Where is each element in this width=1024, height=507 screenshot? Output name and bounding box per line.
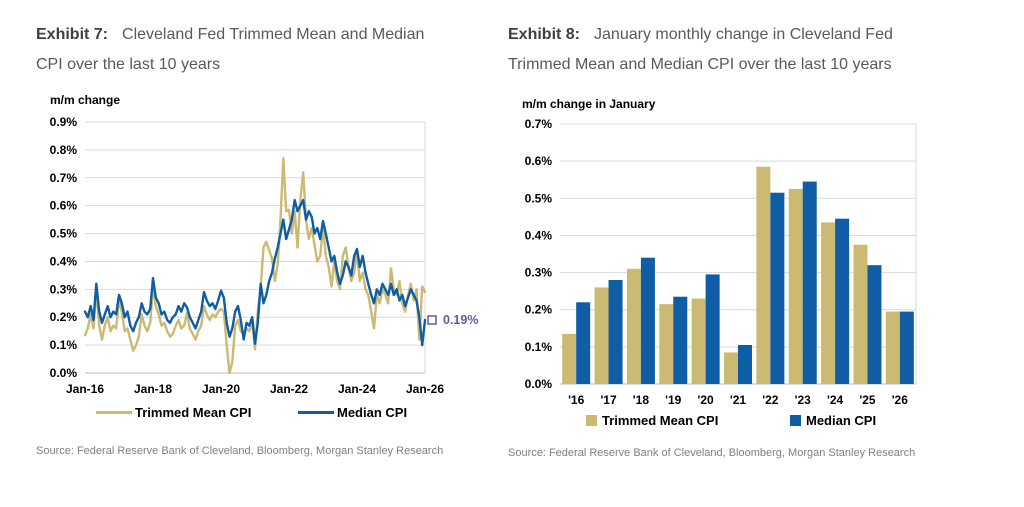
svg-text:'20: '20: [698, 393, 715, 407]
bar-26-median: [899, 311, 914, 384]
legend-item-median: Median CPI: [790, 413, 876, 428]
exhibit8-bar-chart: 0.0% 0.1% 0.2% 0.3% 0.4% 0.5% 0.6% 0.7% '16 '17 '1…: [525, 117, 917, 407]
svg-text:'18: '18: [633, 393, 650, 407]
bar-18-median: [640, 257, 655, 384]
bar-25-trimmed-mean: [853, 244, 868, 384]
bar-17-median: [608, 280, 623, 384]
svg-text:0.9%: 0.9%: [50, 115, 78, 129]
bar-23-trimmed-mean: [788, 189, 803, 384]
svg-text:'19: '19: [665, 393, 682, 407]
trimmed-mean-line-swatch: [96, 411, 132, 414]
svg-text:0.4%: 0.4%: [525, 228, 553, 242]
svg-text:0.6%: 0.6%: [50, 199, 78, 213]
svg-text:0.6%: 0.6%: [525, 154, 553, 168]
svg-text:0.0%: 0.0%: [50, 366, 78, 380]
legend-label: Median CPI: [806, 413, 877, 428]
svg-text:0.4%: 0.4%: [50, 254, 78, 268]
trimmed-mean-box-swatch: [586, 415, 597, 426]
bar-18-trimmed-mean: [626, 268, 641, 384]
bar-24-median: [835, 218, 850, 384]
exhibit8-legend: Trimmed Mean CPI Median CPI: [508, 413, 988, 435]
exhibit8-source: Source: Federal Reserve Bank of Clevelan…: [508, 447, 916, 459]
svg-text:0.7%: 0.7%: [525, 117, 553, 131]
exhibit7-title: Exhibit 7: Cleveland Fed Trimmed Mean and…: [36, 20, 438, 80]
exhibit8-title-text: January monthly change in Cleveland Fed …: [508, 26, 893, 73]
svg-text:Jan-26: Jan-26: [406, 382, 444, 396]
exhibit8-title: Exhibit 8: January monthly change in Clev…: [508, 20, 956, 80]
legend-label: Trimmed Mean CPI: [602, 413, 719, 428]
svg-text:'16: '16: [568, 393, 585, 407]
bar-24-trimmed-mean: [821, 222, 836, 384]
exhibit7-source: Source: Federal Reserve Bank of Clevelan…: [36, 445, 444, 457]
svg-text:0.5%: 0.5%: [525, 191, 553, 205]
bar-19-median: [673, 296, 688, 384]
bar-19-trimmed-mean: [659, 304, 674, 384]
exhibit8-axis-label: m/m change in January: [522, 97, 656, 111]
svg-text:0.2%: 0.2%: [525, 303, 553, 317]
bar-26-trimmed-mean: [885, 311, 900, 384]
exhibit8-title-label: Exhibit 8:: [508, 26, 581, 43]
bar-17-trimmed-mean: [594, 287, 609, 384]
svg-text:0.0%: 0.0%: [525, 377, 553, 391]
svg-text:Jan-22: Jan-22: [270, 382, 308, 396]
svg-text:Jan-16: Jan-16: [66, 382, 104, 396]
svg-text:0.5%: 0.5%: [50, 227, 78, 241]
exhibit8-panel: Exhibit 8: January monthly change in Clev…: [508, 0, 988, 459]
annotation-marker: [427, 315, 437, 325]
bar-20-trimmed-mean: [691, 298, 706, 384]
exhibit7-line-chart: 0.0% 0.1% 0.2% 0.3% 0.4% 0.5% 0.6% 0.7% 0.8% 0.9%…: [50, 115, 479, 396]
svg-text:0.7%: 0.7%: [50, 171, 78, 185]
svg-text:0.1%: 0.1%: [525, 340, 553, 354]
exhibit7-legend: Trimmed Mean CPI Median CPI: [36, 405, 486, 427]
svg-text:Jan-18: Jan-18: [134, 382, 172, 396]
bar-25-median: [867, 265, 882, 384]
bar-21-trimmed-mean: [724, 352, 738, 384]
svg-text:'24: '24: [827, 393, 844, 407]
exhibit7-title-label: Exhibit 7:: [36, 26, 109, 43]
median-line-swatch: [298, 411, 334, 414]
svg-text:'23: '23: [795, 393, 812, 407]
legend-item-median: Median CPI: [298, 405, 407, 420]
legend-item-trimmed-mean: Trimmed Mean CPI: [586, 413, 718, 428]
svg-text:0.2%: 0.2%: [50, 310, 78, 324]
bar-20-median: [705, 274, 720, 384]
svg-text:0.3%: 0.3%: [50, 282, 78, 296]
svg-text:0.1%: 0.1%: [50, 338, 78, 352]
legend-item-trimmed-mean: Trimmed Mean CPI: [96, 405, 251, 420]
bar-16-median: [576, 302, 591, 384]
annotation-value: 0.19%: [443, 313, 478, 327]
legend-label: Trimmed Mean CPI: [135, 405, 252, 420]
exhibit7-panel: Exhibit 7: Cleveland Fed Trimmed Mean and…: [36, 0, 486, 457]
exhibit7-axis-label: m/m change: [50, 93, 121, 107]
bar-22-median: [770, 192, 785, 384]
svg-text:0.3%: 0.3%: [525, 266, 553, 280]
bar-23-median: [802, 181, 817, 384]
svg-text:Jan-20: Jan-20: [202, 382, 240, 396]
exhibit7-title-text: Cleveland Fed Trimmed Mean and Median CP…: [36, 26, 425, 73]
bar-16-trimmed-mean: [562, 333, 577, 384]
median-box-swatch: [790, 415, 801, 426]
svg-text:'17: '17: [600, 393, 617, 407]
legend-label: Median CPI: [337, 405, 408, 420]
svg-text:'25: '25: [859, 393, 876, 407]
svg-text:Jan-24: Jan-24: [338, 382, 376, 396]
svg-text:'22: '22: [762, 393, 779, 407]
bar-22-trimmed-mean: [756, 166, 771, 384]
svg-text:'26: '26: [892, 393, 909, 407]
svg-text:'21: '21: [730, 393, 747, 407]
bar-21-median: [738, 345, 752, 384]
svg-text:0.8%: 0.8%: [50, 143, 78, 157]
